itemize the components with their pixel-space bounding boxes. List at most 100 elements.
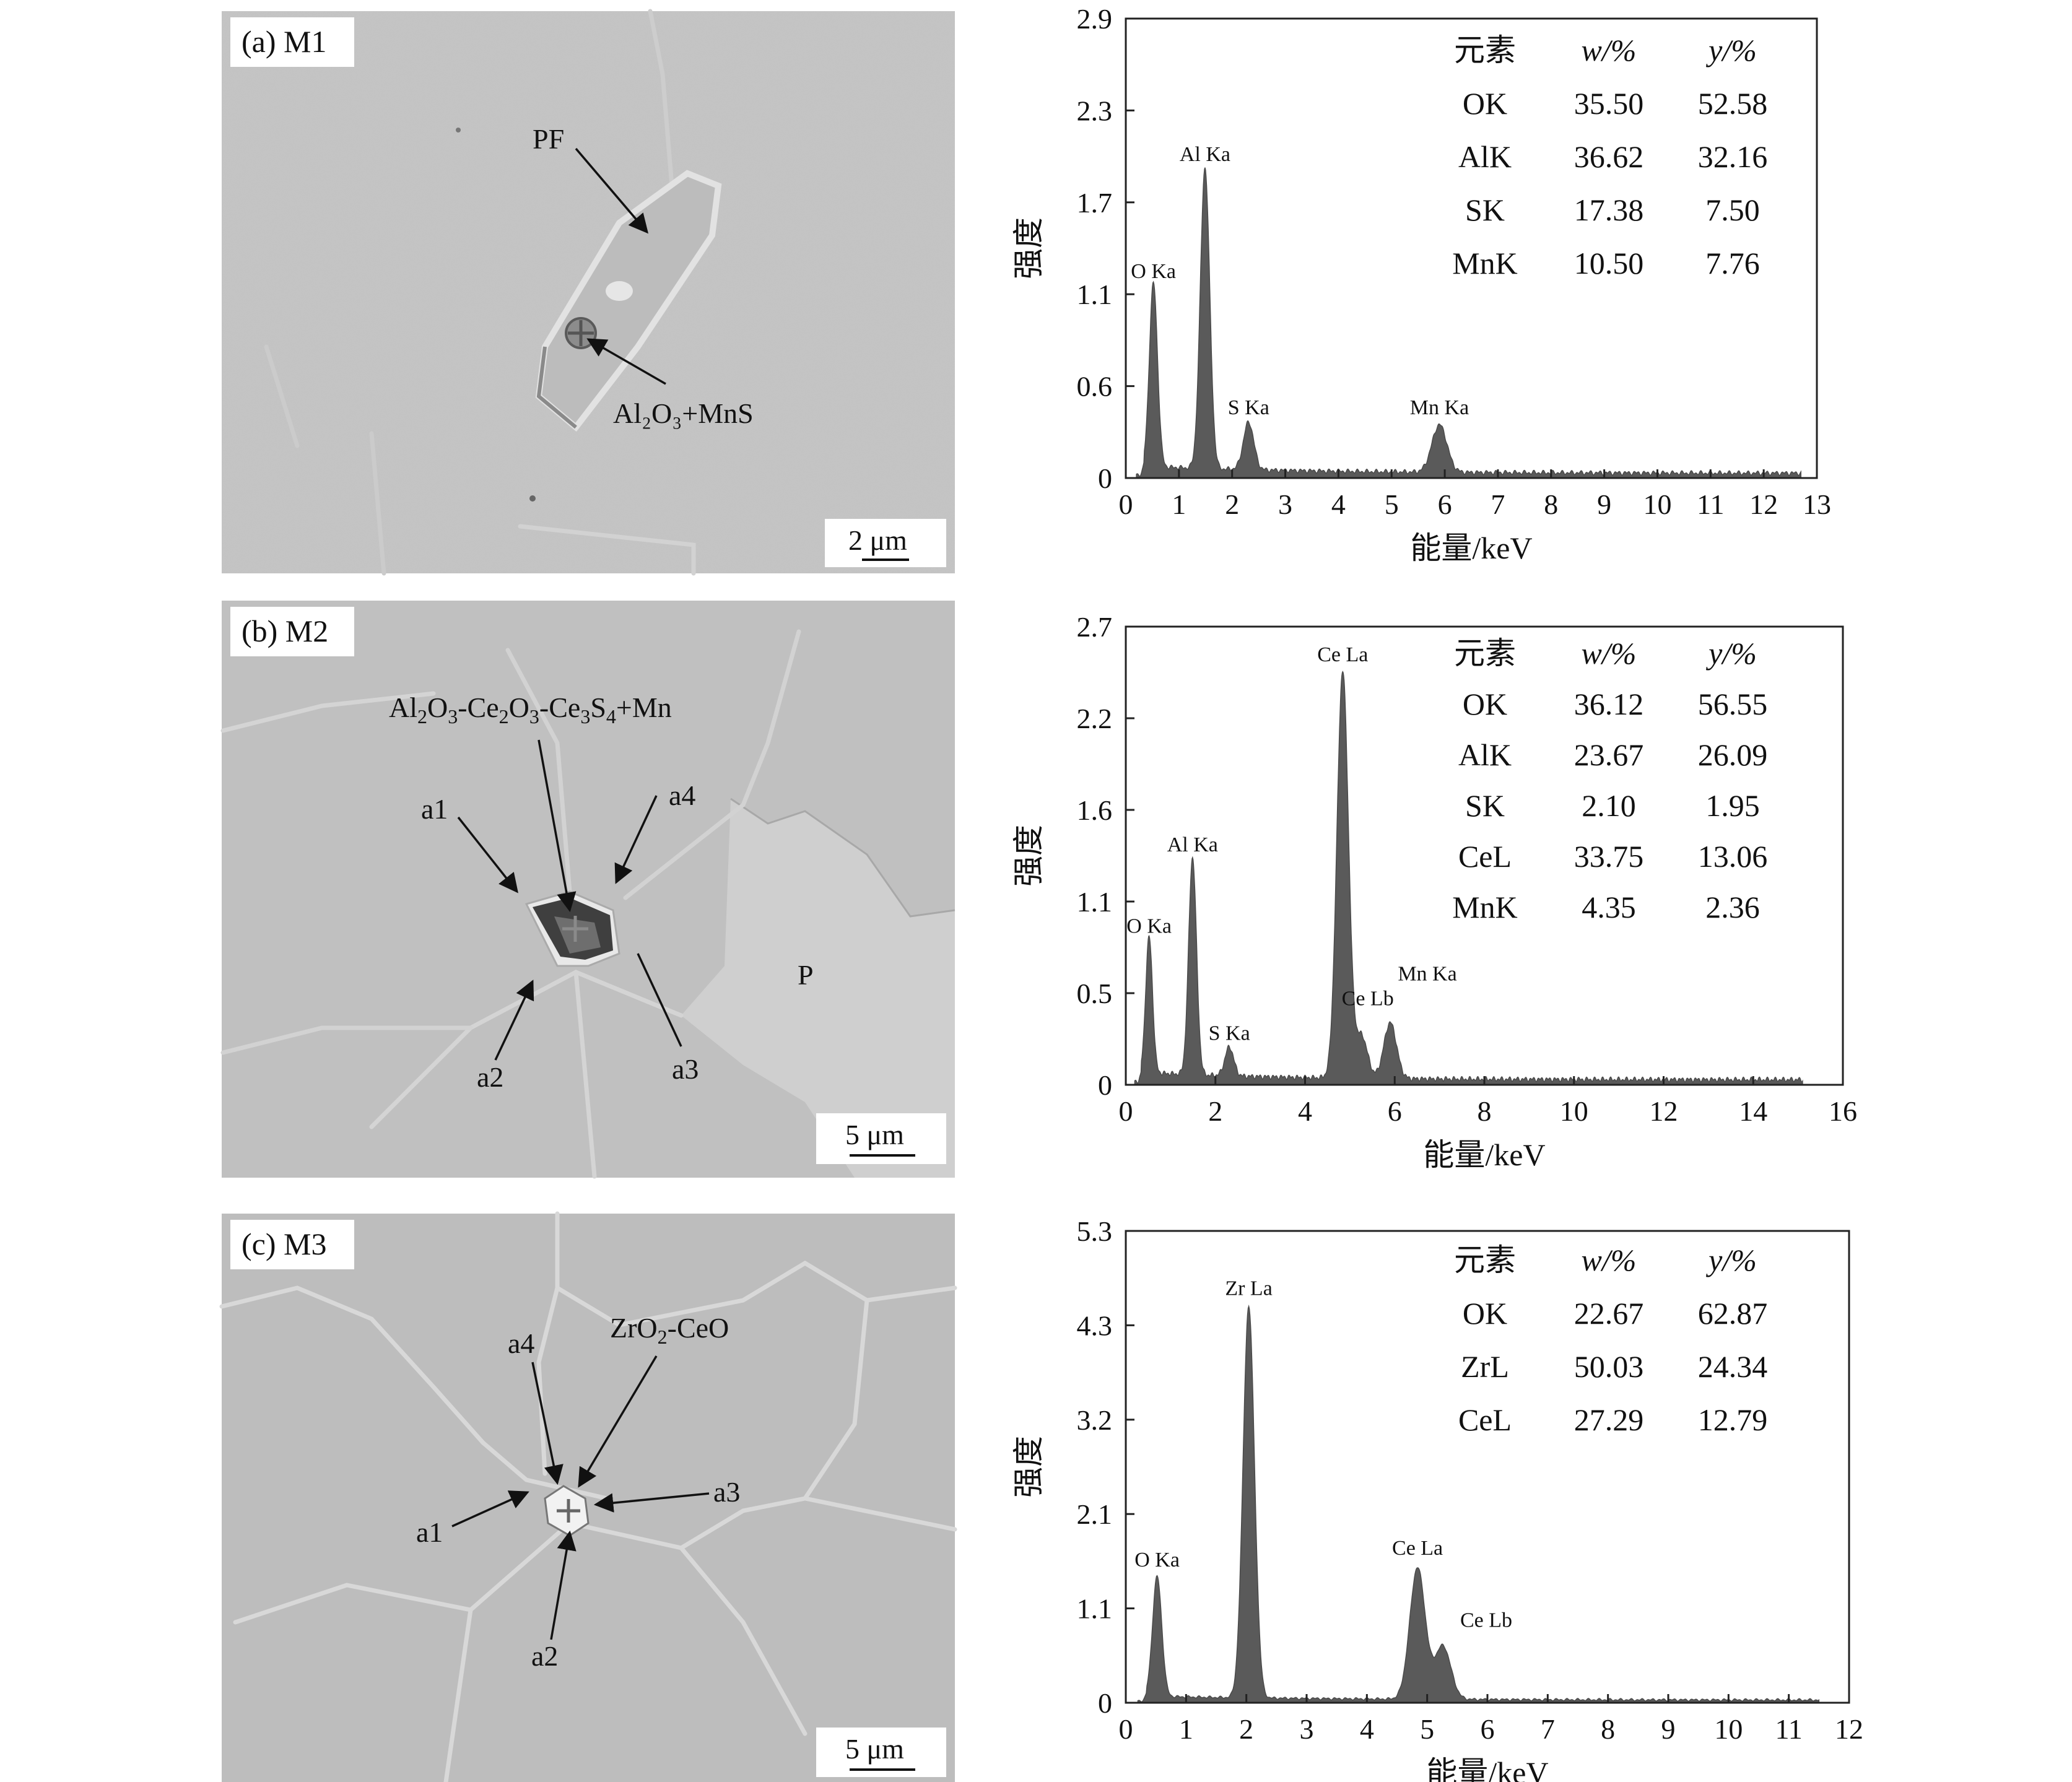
- peak-label: S Ka: [1228, 396, 1269, 419]
- arrow-inclusion-a: [586, 338, 666, 385]
- x-tick-label: 13: [1803, 489, 1831, 520]
- peak-label: Zr La: [1225, 1277, 1272, 1300]
- x-tick-label: 12: [1650, 1095, 1678, 1127]
- x-tick-label: 11: [1775, 1713, 1803, 1745]
- y-tick-label: 2.9: [1077, 3, 1113, 35]
- scale-bar-label-a: 2 μm: [848, 524, 907, 556]
- sem-image-c: [219, 1211, 957, 1782]
- table-cell: 7.76: [1705, 246, 1760, 280]
- table-cell: 36.62: [1574, 139, 1644, 174]
- arrow-a1-b: [457, 816, 518, 893]
- table-cell: 10.50: [1574, 246, 1644, 280]
- table-cell: OK: [1463, 687, 1507, 721]
- y-tick-label: 1.1: [1077, 279, 1113, 310]
- annotation-a2-b: a2: [477, 1061, 503, 1093]
- x-tick-label: 12: [1835, 1713, 1863, 1745]
- x-tick-label: 5: [1420, 1713, 1434, 1745]
- table-cell: 56.55: [1698, 687, 1768, 721]
- plot-frame: [1125, 17, 1818, 479]
- table-cell: SK: [1465, 788, 1505, 823]
- annotation-a4-b: a4: [669, 780, 695, 811]
- table-header: y/%: [1705, 1243, 1757, 1277]
- x-tick-label: 7: [1491, 489, 1505, 520]
- y-axis-label: 强度: [1011, 1436, 1046, 1498]
- y-tick-label: 1.1: [1077, 1593, 1113, 1625]
- scale-bar-label-c: 5 μm: [845, 1733, 904, 1765]
- x-tick-label: 8: [1601, 1713, 1615, 1745]
- x-tick-label: 2: [1208, 1095, 1222, 1127]
- y-tick-label: 0: [1098, 1069, 1112, 1101]
- table-cell: 23.67: [1574, 737, 1644, 772]
- x-tick-label: 0: [1119, 1095, 1133, 1127]
- x-tick-label: 14: [1739, 1095, 1767, 1127]
- spectrum-area: [1136, 167, 1802, 479]
- x-tick-label: 5: [1385, 489, 1399, 520]
- sem-image-b: [220, 601, 955, 1179]
- eds-spectrum-c: 01.12.13.24.35.30 1 2 3 4 5 6 7 8 9 10 11 12能量/keV强度…: [1011, 1215, 1863, 1782]
- x-axis-label: 能量/keV: [1410, 531, 1532, 565]
- table-cell: MnK: [1452, 246, 1518, 280]
- table-cell: 62.87: [1698, 1296, 1768, 1331]
- table-cell: CeL: [1458, 839, 1512, 874]
- table-header: 元素: [1454, 1243, 1516, 1277]
- x-tick-label: 11: [1697, 489, 1724, 520]
- table-cell: 26.09: [1698, 737, 1768, 772]
- annotation-a3-b: a3: [672, 1053, 699, 1085]
- y-tick-label: 2.7: [1077, 611, 1113, 643]
- arrow-pf: [575, 147, 649, 234]
- peak-label: S Ka: [1209, 1022, 1250, 1045]
- y-axis-label: 强度: [1011, 825, 1046, 887]
- table-header: 元素: [1454, 636, 1516, 671]
- annotation-inclusion-c: ZrO2-CeO: [610, 1312, 729, 1348]
- table-cell: AlK: [1458, 139, 1512, 174]
- y-tick-label: 1.7: [1077, 187, 1113, 219]
- table-cell: SK: [1465, 193, 1505, 227]
- table-cell: 50.03: [1574, 1349, 1644, 1384]
- y-tick-label: 1.1: [1077, 886, 1113, 918]
- table-header: 元素: [1454, 33, 1516, 67]
- x-axis-label: 能量/keV: [1423, 1137, 1545, 1172]
- annotation-p-b: P: [798, 959, 814, 991]
- annotation-a2-c: a2: [531, 1640, 558, 1672]
- peak-label: Al Ka: [1167, 833, 1218, 856]
- spectrum-area: [1134, 671, 1803, 1085]
- x-tick-label: 8: [1544, 489, 1558, 520]
- table-cell: 52.58: [1698, 86, 1768, 121]
- table-cell: OK: [1463, 1296, 1507, 1331]
- x-tick-label: 1: [1179, 1713, 1193, 1745]
- peak-label: O Ka: [1131, 260, 1176, 283]
- x-tick-label: 2: [1239, 1713, 1253, 1745]
- y-tick-label: 0: [1098, 1687, 1112, 1719]
- table-cell: 13.06: [1698, 839, 1768, 874]
- x-tick-label: 4: [1298, 1095, 1312, 1127]
- table-cell: CeL: [1458, 1402, 1512, 1437]
- panel-label-box: [230, 1220, 354, 1269]
- arrow-a4-c: [531, 1362, 564, 1485]
- x-tick-label: 10: [1714, 1713, 1743, 1745]
- peak-label: Mn Ka: [1410, 396, 1469, 419]
- y-tick-label: 4.3: [1077, 1310, 1113, 1341]
- peak-label: Mn Ka: [1398, 963, 1456, 986]
- panel-label-b: (b) M2: [242, 614, 328, 648]
- y-tick-label: 0.6: [1077, 371, 1113, 402]
- y-axis-label: 强度: [1011, 217, 1046, 279]
- arrow-a3-c: [593, 1492, 710, 1513]
- peak-label: Ce Lb: [1342, 987, 1394, 1010]
- table-cell: 12.79: [1698, 1402, 1768, 1437]
- table-cell: 2.36: [1705, 890, 1760, 924]
- x-tick-label: 3: [1278, 489, 1292, 520]
- x-tick-label: 3: [1300, 1713, 1314, 1745]
- x-tick-label: 4: [1360, 1713, 1374, 1745]
- x-tick-label: 9: [1661, 1713, 1676, 1745]
- arrow-a2-b: [494, 980, 534, 1061]
- table-cell: 17.38: [1574, 193, 1644, 227]
- annotation-a1-c: a1: [416, 1516, 443, 1548]
- table-header: y/%: [1705, 636, 1757, 671]
- sem-image-a: [222, 9, 955, 576]
- spectrum-area: [1137, 1304, 1820, 1703]
- arrow-a2-c: [550, 1530, 577, 1640]
- peak-label: Ce La: [1392, 1537, 1443, 1560]
- x-tick-label: 12: [1749, 489, 1778, 520]
- y-tick-label: 3.2: [1077, 1404, 1113, 1436]
